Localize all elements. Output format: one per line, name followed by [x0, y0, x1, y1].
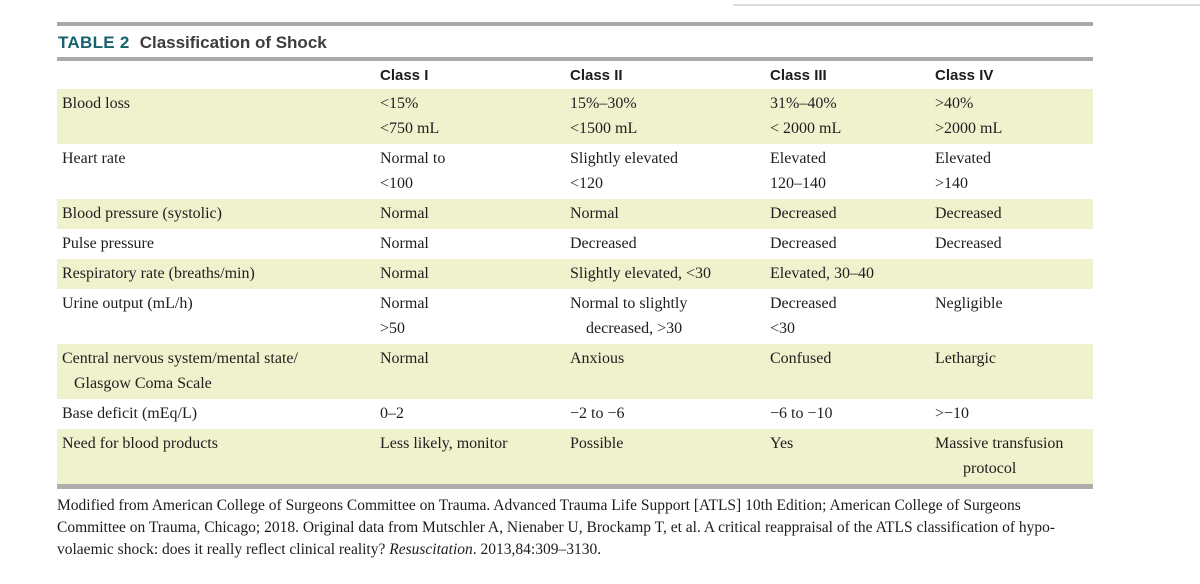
- table-footnote: Modified from American College of Surgeo…: [57, 495, 1093, 561]
- table-cell: Decreased: [770, 205, 837, 222]
- table-number-label: TABLE 2: [58, 33, 130, 52]
- row-label: Base deficit (mEq/L): [62, 405, 198, 422]
- row-label: Urine output (mL/h): [62, 295, 193, 312]
- table-cell: Normal to <100: [380, 150, 446, 192]
- footnote-line: Committee on Trauma, Chicago; 2018. Orig…: [57, 519, 1056, 536]
- footnote-line: Modified from American College of Surgeo…: [57, 497, 1021, 514]
- table-cell: Elevated >140: [935, 150, 991, 192]
- table-row: Central nervous system/mental state/ Gla…: [57, 344, 1093, 399]
- table-cell: Normal: [380, 205, 429, 222]
- table-cell: Normal: [380, 265, 429, 282]
- table-cell: Decreased: [935, 235, 1002, 252]
- table-cell: Less likely, monitor: [380, 435, 508, 452]
- top-rule: [57, 22, 1093, 26]
- table-cell: −6 to −10: [770, 405, 833, 422]
- table-cell: [935, 259, 1093, 289]
- table-cell: Elevated, 30–40: [770, 265, 874, 282]
- table-row: Blood loss <15% <750 mL 15%–30% <1500 mL 31…: [57, 89, 1093, 144]
- journal-name: Resuscitation: [389, 541, 473, 558]
- table-cell: Normal: [380, 235, 429, 252]
- footnote-line: volaemic shock: does it really reflect c…: [57, 541, 602, 558]
- table-cell: Negligible: [935, 295, 1003, 312]
- table-cell: Slightly elevated, <30: [570, 265, 711, 282]
- table-cell: Massive transfusion protocol: [935, 435, 1064, 477]
- table-cell: Slightly elevated <120: [570, 150, 678, 192]
- table-cell: Decreased: [570, 235, 637, 252]
- table-row: Respiratory rate (breaths/min) Normal Slig…: [57, 259, 1093, 289]
- table-row: Pulse pressure Normal Decreased Decreased De…: [57, 229, 1093, 259]
- row-label: Pulse pressure: [62, 235, 154, 252]
- row-label: Central nervous system/mental state/ Gla…: [62, 350, 298, 392]
- classification-table: Class I Class II Class III Class IV Blood lo…: [57, 61, 1093, 484]
- table-cell: Decreased: [935, 205, 1002, 222]
- table-cell: >40% >2000 mL: [935, 95, 1003, 137]
- row-label: Respiratory rate (breaths/min): [62, 265, 255, 282]
- table-cell: Normal to slightly decreased, >30: [570, 295, 688, 337]
- table-cell: −2 to −6: [570, 405, 625, 422]
- table-cell: Yes: [770, 435, 794, 452]
- table-bottom-rule: [57, 484, 1093, 489]
- table-title: TABLE 2 Classification of Shock: [57, 26, 1093, 57]
- column-header: Class III: [770, 67, 827, 84]
- table-row: Heart rate Normal to <100 Slightly elevate…: [57, 144, 1093, 199]
- table-cell: Normal >50: [380, 295, 429, 337]
- table-cell: Confused: [770, 350, 832, 367]
- table-cell: Elevated 120–140: [770, 150, 826, 192]
- table-row: Base deficit (mEq/L) 0–2 −2 to −6 −6 to −10…: [57, 399, 1093, 429]
- column-header: Class IV: [935, 67, 994, 84]
- table-cell: 0–2: [380, 405, 404, 422]
- column-header: [57, 61, 380, 89]
- table-row: Need for blood products Less likely, moni…: [57, 429, 1093, 484]
- table-row: Urine output (mL/h) Normal >50 Normal to s…: [57, 289, 1093, 344]
- table-cell: <15% <750 mL: [380, 95, 440, 137]
- table-cell: Normal: [570, 205, 619, 222]
- table-cell: 15%–30% <1500 mL: [570, 95, 638, 137]
- title-bottom-rule: [57, 57, 1093, 61]
- table-cell: Decreased <30: [770, 295, 837, 337]
- table-cell: Possible: [570, 435, 624, 452]
- table-row: Blood pressure (systolic) Normal Normal Dec…: [57, 199, 1093, 229]
- table-title-text: Classification of Shock: [139, 33, 327, 52]
- table-cell: Lethargic: [935, 350, 997, 367]
- column-header: Class II: [570, 67, 623, 84]
- page-edge-line: [733, 4, 1200, 6]
- table-cell: 31%–40% < 2000 mL: [770, 95, 842, 137]
- row-label: Blood pressure (systolic): [62, 205, 222, 222]
- row-label: Need for blood products: [62, 435, 218, 452]
- column-header: Class I: [380, 67, 429, 84]
- row-label: Blood loss: [62, 95, 131, 112]
- table-cell: Anxious: [570, 350, 625, 367]
- table-cell: Decreased: [770, 235, 837, 252]
- row-label: Heart rate: [62, 150, 126, 167]
- header-row: Class I Class II Class III Class IV: [57, 61, 1093, 89]
- table-cell: >−10: [935, 405, 970, 422]
- table-cell: Normal: [380, 350, 429, 367]
